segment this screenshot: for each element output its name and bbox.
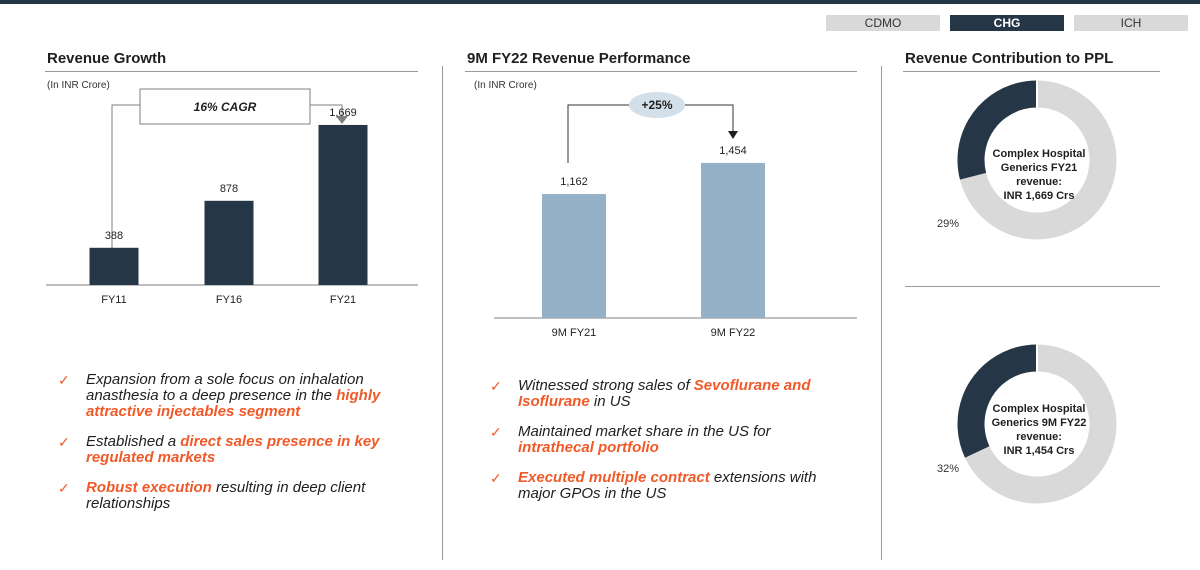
- middle-bullet-1-text-2: Sevoflurane and Isoflurane: [518, 377, 811, 410]
- cagr-arrowhead: [336, 116, 348, 124]
- middle-bullet-2: ✓ Maintained market share in the US for i…: [480, 424, 840, 456]
- cagr-connector-left: [111, 104, 140, 252]
- donut-fy21-line-4: INR 1,669 Crs: [1003, 190, 1075, 202]
- revenue-contribution-title: Revenue Contribution to PPL: [905, 50, 1114, 67]
- middle-bullet-1: ✓ Witnessed strong sales of Sevoflurane a…: [480, 378, 840, 410]
- left-bullet-1-text-2: highly attractive injectables segment: [86, 387, 381, 420]
- value-label-fy21: 1,669: [329, 107, 357, 119]
- cagr-label: 16% CAGR: [194, 100, 257, 114]
- donut-9m-fy22-line-2: Generics 9M FY22: [991, 417, 1087, 429]
- revenue-growth-title: Revenue Growth: [47, 50, 167, 67]
- donut-9m-fy22-label: Complex Hospital Generics 9M FY22 revenu…: [984, 402, 1094, 458]
- donut-9m-fy22-line-4: INR 1,454 Crs: [1003, 445, 1075, 457]
- tab-ich[interactable]: ICH: [1074, 15, 1188, 31]
- middle-bullet-2-text-2: intrathecal portfolio: [518, 439, 659, 456]
- cagr-box: [139, 88, 311, 125]
- growth-badge: [629, 92, 685, 118]
- left-bullet-list: ✓ Expansion from a sole focus on inhalati…: [48, 372, 408, 526]
- donut-9m-fy22-line-3: revenue:: [1016, 431, 1062, 443]
- left-bullet-3-text-1: Robust execution: [86, 479, 212, 496]
- top-bar: [0, 0, 1200, 4]
- check-icon: ✓: [58, 480, 70, 496]
- growth-annotation: +25%: [567, 92, 738, 163]
- nine-month-performance-title: 9M FY22 Revenue Performance: [467, 50, 691, 67]
- divider-left: [442, 66, 443, 560]
- left-unit-note: (In INR Crore): [47, 80, 110, 91]
- value-label-fy16: 878: [220, 183, 238, 195]
- left-bullet-3: ✓ Robust execution resulting in deep clie…: [48, 480, 408, 512]
- check-icon: ✓: [490, 424, 502, 440]
- donut-9m-fy22-percent: 32%: [937, 463, 960, 475]
- middle-bullet-3: ✓ Executed multiple contract extensions w…: [480, 470, 840, 502]
- tab-cdmo[interactable]: CDMO: [826, 15, 940, 31]
- check-icon: ✓: [58, 434, 70, 450]
- cagr-connector-right: [310, 104, 343, 116]
- bar-9m-fy22: [701, 162, 765, 318]
- value-label-9m-fy22: 1,454: [719, 145, 747, 157]
- tick-label-fy21: FY21: [330, 294, 356, 306]
- left-bullet-1-text-1: Expansion from a sole focus on inhalatio…: [86, 371, 364, 404]
- donut-fy21-percent: 29%: [937, 218, 960, 230]
- donut-fy21-line-2: Generics FY21: [1000, 162, 1078, 174]
- tick-label-9m-fy22: 9M FY22: [711, 327, 756, 339]
- middle-bullet-1-text-1: Witnessed strong sales of: [518, 377, 694, 394]
- check-icon: ✓: [58, 372, 70, 388]
- right-separator: [905, 286, 1160, 287]
- middle-bullet-1-text-3: in US: [589, 393, 631, 410]
- left-bullet-2-text-1: Established a: [86, 433, 181, 450]
- donut-fy21-label: Complex Hospital Generics FY21 revenue: …: [984, 147, 1094, 203]
- middle-bullet-2-text-1: Maintained market share in the US for: [518, 423, 771, 440]
- donut-chart-9m-fy22: [957, 344, 1117, 504]
- left-bullet-2: ✓ Established a direct sales presence in …: [48, 434, 408, 466]
- check-icon: ✓: [490, 470, 502, 486]
- tab-chg[interactable]: CHG: [950, 15, 1064, 31]
- donut-fy21-line-3: revenue:: [1016, 176, 1062, 188]
- middle-bullet-3-text-2: extensions with major GPOs in the US: [518, 469, 817, 502]
- donut-chart-fy21: [957, 80, 1117, 240]
- nine-month-chart: +25% 1,162 9M FY21 1,454 9M FY22: [494, 92, 857, 339]
- title-rule-right: [903, 71, 1160, 72]
- middle-bullet-3-text-1: Executed multiple contract: [518, 469, 710, 486]
- cagr-annotation: 16% CAGR: [111, 88, 348, 252]
- value-label-fy11: 388: [105, 230, 123, 242]
- bar-fy16: [204, 200, 254, 285]
- left-bullet-2-text-2: direct sales presence in key regulated m…: [86, 433, 380, 466]
- growth-connector-right: [685, 104, 734, 131]
- middle-bullet-list: ✓ Witnessed strong sales of Sevoflurane a…: [480, 378, 840, 516]
- value-label-9m-fy21: 1,162: [560, 176, 588, 188]
- check-icon: ✓: [490, 378, 502, 394]
- bar-fy11: [89, 247, 139, 285]
- growth-arrowhead: [728, 131, 738, 139]
- donut-fy21-line-1: Complex Hospital: [992, 148, 1086, 160]
- middle-unit-note: (In INR Crore): [474, 80, 537, 91]
- tick-label-fy16: FY16: [216, 294, 242, 306]
- growth-label: +25%: [641, 98, 672, 112]
- title-rule-middle: [465, 71, 857, 72]
- left-bullet-3-text-2: resulting in deep client relationships: [86, 479, 366, 512]
- left-bullet-1: ✓ Expansion from a sole focus on inhalati…: [48, 372, 408, 420]
- divider-right: [881, 66, 882, 560]
- bar-fy21: [318, 124, 368, 285]
- revenue-growth-chart: 16% CAGR 388 FY11 878 FY16 1,669 FY21: [46, 88, 418, 306]
- title-rule-left: [45, 71, 418, 72]
- bar-9m-fy21: [542, 194, 606, 318]
- tick-label-fy11: FY11: [101, 294, 126, 306]
- tick-label-9m-fy21: 9M FY21: [552, 327, 597, 339]
- growth-connector-left: [567, 104, 630, 163]
- donut-9m-fy22-line-1: Complex Hospital: [992, 403, 1086, 415]
